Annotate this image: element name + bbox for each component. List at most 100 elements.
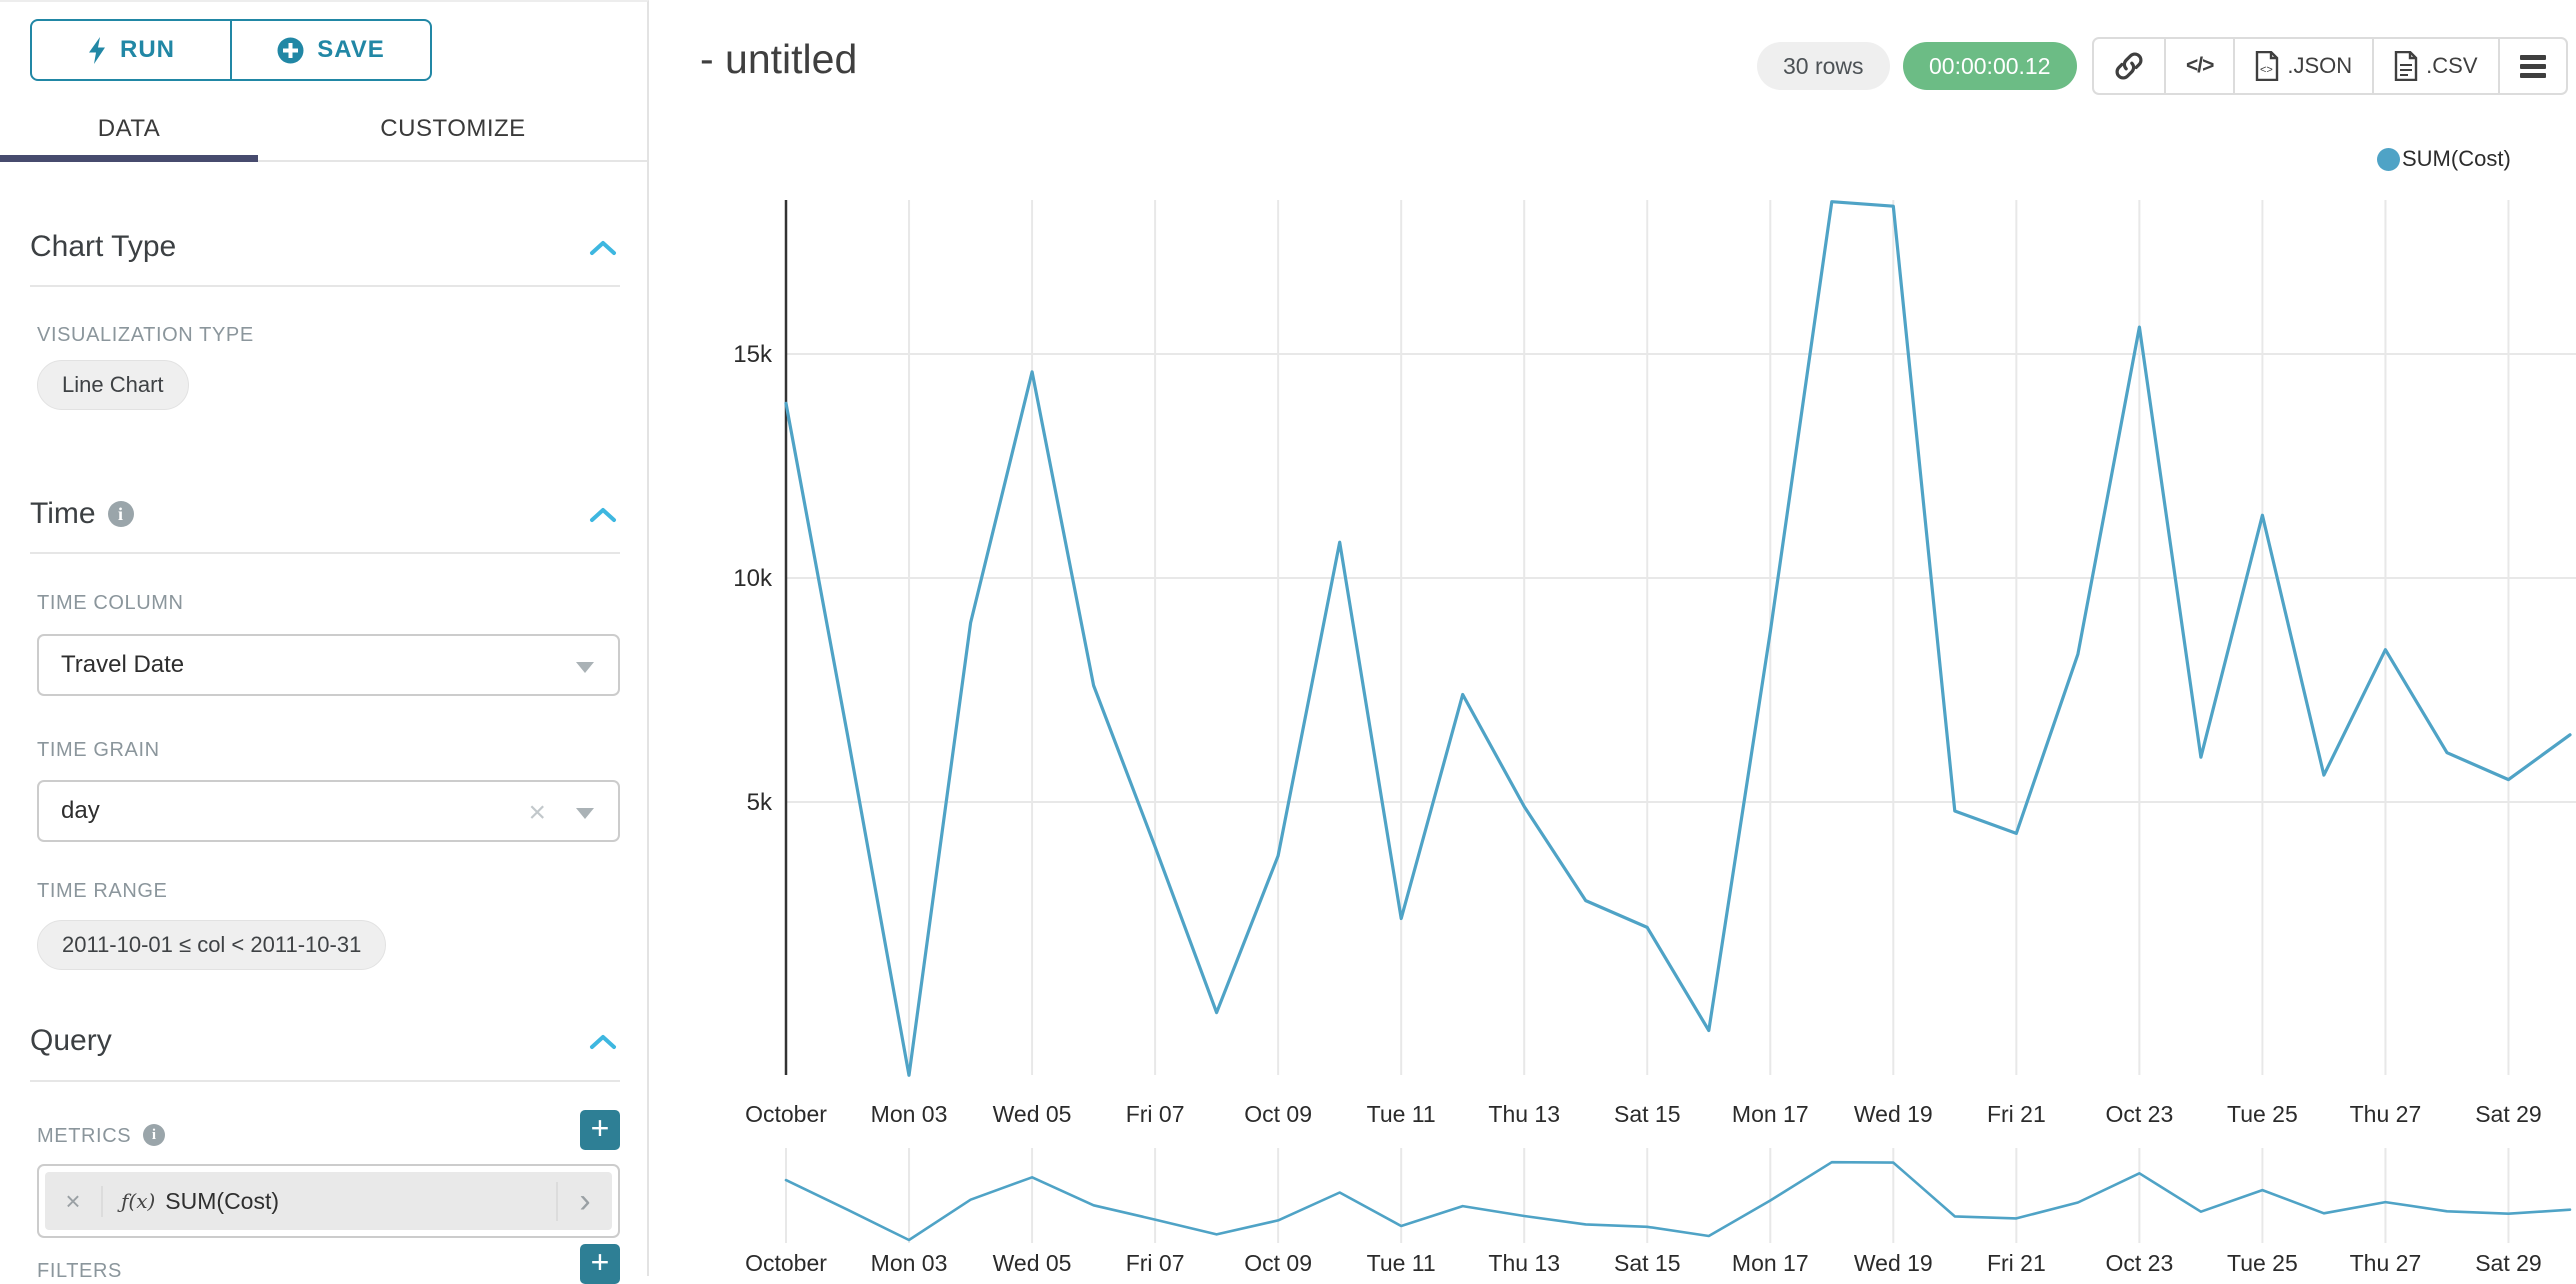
link-icon xyxy=(2115,52,2143,80)
context-x-axis-tick-label: Mon 03 xyxy=(871,1250,948,1274)
context-x-axis-tick-label: Wed 19 xyxy=(1854,1250,1933,1274)
metrics-label: METRICS i xyxy=(37,1124,166,1148)
metric-control: × ƒ(x) SUM(Cost) › xyxy=(37,1164,620,1238)
chart-title[interactable]: - untitled xyxy=(700,36,858,82)
query-timer-badge: 00:00:00.12 xyxy=(1903,42,2077,90)
context-x-axis-tick-label: Oct 23 xyxy=(2105,1250,2173,1274)
time-grain-select[interactable]: day × xyxy=(37,780,620,842)
context-x-axis-tick-label: Fri 07 xyxy=(1126,1250,1185,1274)
x-axis-tick-label: Mon 17 xyxy=(1732,1101,1809,1127)
y-axis-tick-label: 15k xyxy=(733,341,773,368)
x-axis-tick-label: Oct 09 xyxy=(1244,1101,1312,1127)
run-button-label: RUN xyxy=(120,36,175,63)
context-x-axis-tick-label: Tue 25 xyxy=(2227,1250,2298,1274)
save-button-label: SAVE xyxy=(317,36,385,63)
panel-tabs: DATA CUSTOMIZE xyxy=(0,100,647,162)
chart-menu-button[interactable] xyxy=(2497,39,2566,93)
time-column-select[interactable]: Travel Date xyxy=(37,634,620,696)
active-tab-indicator xyxy=(0,155,258,162)
legend-series-dot xyxy=(2377,147,2400,171)
x-axis-tick-label: Oct 23 xyxy=(2105,1101,2173,1127)
x-axis-tick-label: Sat 15 xyxy=(1614,1101,1681,1127)
info-circle-icon[interactable]: i xyxy=(143,1124,166,1146)
section-divider xyxy=(30,552,620,554)
export-json-label: .JSON xyxy=(2287,53,2353,78)
visualization-type-value[interactable]: Line Chart xyxy=(37,360,189,410)
context-x-axis-tick-label: October xyxy=(745,1250,827,1274)
x-axis-tick-label: Thu 27 xyxy=(2350,1101,2422,1127)
tab-customize[interactable]: CUSTOMIZE xyxy=(380,115,526,142)
context-x-axis-tick-label: Oct 09 xyxy=(1244,1250,1312,1274)
x-axis-tick-label: Wed 19 xyxy=(1854,1101,1933,1127)
chart-actions-toolbar: </> <> .JSON .CSV xyxy=(2092,37,2568,95)
export-csv-label: .CSV xyxy=(2426,53,2478,78)
x-axis-tick-label: Mon 03 xyxy=(871,1101,948,1127)
save-button[interactable]: SAVE xyxy=(230,21,430,79)
x-axis-tick-label: Fri 07 xyxy=(1126,1101,1185,1127)
visualization-type-label: VISUALIZATION TYPE xyxy=(37,324,254,346)
x-axis-tick-label: Sat 29 xyxy=(2475,1101,2542,1127)
section-divider xyxy=(30,1080,620,1082)
x-axis-tick-label: October xyxy=(745,1101,827,1127)
tab-data[interactable]: DATA xyxy=(97,115,161,142)
svg-text:<>: <> xyxy=(2260,64,2273,76)
plus-circle-icon xyxy=(277,37,304,63)
time-range-label: TIME RANGE xyxy=(37,880,168,902)
code-icon: </> xyxy=(2186,54,2214,77)
json-document-icon: <> xyxy=(2256,51,2279,81)
function-icon: ƒ(x) xyxy=(121,1189,156,1213)
export-json-button[interactable]: <> .JSON xyxy=(2233,39,2372,93)
row-count-badge: 30 rows xyxy=(1757,42,1890,90)
time-grain-label: TIME GRAIN xyxy=(37,739,160,761)
lightning-bolt-icon xyxy=(89,36,105,64)
section-title-chart-type: Chart Type xyxy=(30,230,177,263)
section-divider xyxy=(30,285,620,287)
time-column-value: Travel Date xyxy=(61,651,185,678)
series-line-sum-cost xyxy=(784,200,2572,1077)
x-axis-tick-label: Tue 25 xyxy=(2227,1101,2298,1127)
time-column-label: TIME COLUMN xyxy=(37,592,184,614)
context-x-axis-tick-label: Sat 29 xyxy=(2475,1250,2542,1274)
add-metric-button[interactable]: + xyxy=(580,1110,620,1150)
y-axis-tick-label: 10k xyxy=(733,565,773,592)
remove-metric-icon[interactable]: × xyxy=(45,1185,103,1217)
context-x-axis-tick-label: Mon 17 xyxy=(1732,1250,1809,1274)
share-link-button[interactable] xyxy=(2094,39,2164,93)
metric-value: SUM(Cost) xyxy=(165,1187,280,1214)
control-panel: RUN SAVE DATA CUSTOMIZE Chart Type VISUA… xyxy=(0,0,649,1284)
context-x-axis-tick-label: Sat 15 xyxy=(1614,1250,1681,1274)
time-range-value[interactable]: 2011-10-01 ≤ col < 2011-10-31 xyxy=(37,920,387,970)
context-x-axis-tick-label: Thu 13 xyxy=(1488,1250,1560,1274)
context-x-axis-tick-label: Tue 11 xyxy=(1367,1250,1436,1274)
x-axis-tick-label: Tue 11 xyxy=(1367,1101,1436,1127)
chevron-right-icon[interactable]: › xyxy=(556,1181,612,1221)
embed-code-button[interactable]: </> xyxy=(2164,39,2233,93)
section-title-time: Time i xyxy=(30,497,134,531)
run-save-button-group: RUN SAVE xyxy=(30,19,432,81)
context-series-line[interactable] xyxy=(784,1160,2572,1242)
metric-chip[interactable]: ƒ(x) SUM(Cost) xyxy=(103,1188,556,1215)
info-circle-icon[interactable]: i xyxy=(107,501,134,527)
legend-series-label: SUM(Cost) xyxy=(2402,146,2511,171)
clear-icon[interactable]: × xyxy=(528,796,546,829)
x-axis-tick-label: Fri 21 xyxy=(1987,1101,2046,1127)
context-x-axis-tick-label: Thu 27 xyxy=(2350,1250,2422,1274)
chevron-up-icon[interactable] xyxy=(589,1034,617,1050)
export-csv-button[interactable]: .CSV xyxy=(2372,39,2497,93)
csv-document-icon xyxy=(2394,51,2418,81)
run-button[interactable]: RUN xyxy=(32,21,230,79)
context-x-axis-tick-label: Wed 05 xyxy=(993,1250,1072,1274)
time-grain-value: day xyxy=(61,797,100,824)
section-title-query: Query xyxy=(30,1024,112,1057)
x-axis-tick-label: Thu 13 xyxy=(1488,1101,1560,1127)
time-section-label: Time xyxy=(30,497,96,530)
chevron-down-icon xyxy=(576,662,594,673)
metrics-label-text: METRICS xyxy=(37,1125,132,1147)
x-axis-tick-label: Wed 05 xyxy=(993,1101,1072,1127)
chart-legend[interactable]: SUM(Cost) xyxy=(2377,146,2511,172)
context-x-axis-tick-label: Fri 21 xyxy=(1987,1250,2046,1274)
chevron-up-icon[interactable] xyxy=(589,507,617,523)
hamburger-icon xyxy=(2519,51,2546,82)
chevron-up-icon[interactable] xyxy=(589,240,617,256)
